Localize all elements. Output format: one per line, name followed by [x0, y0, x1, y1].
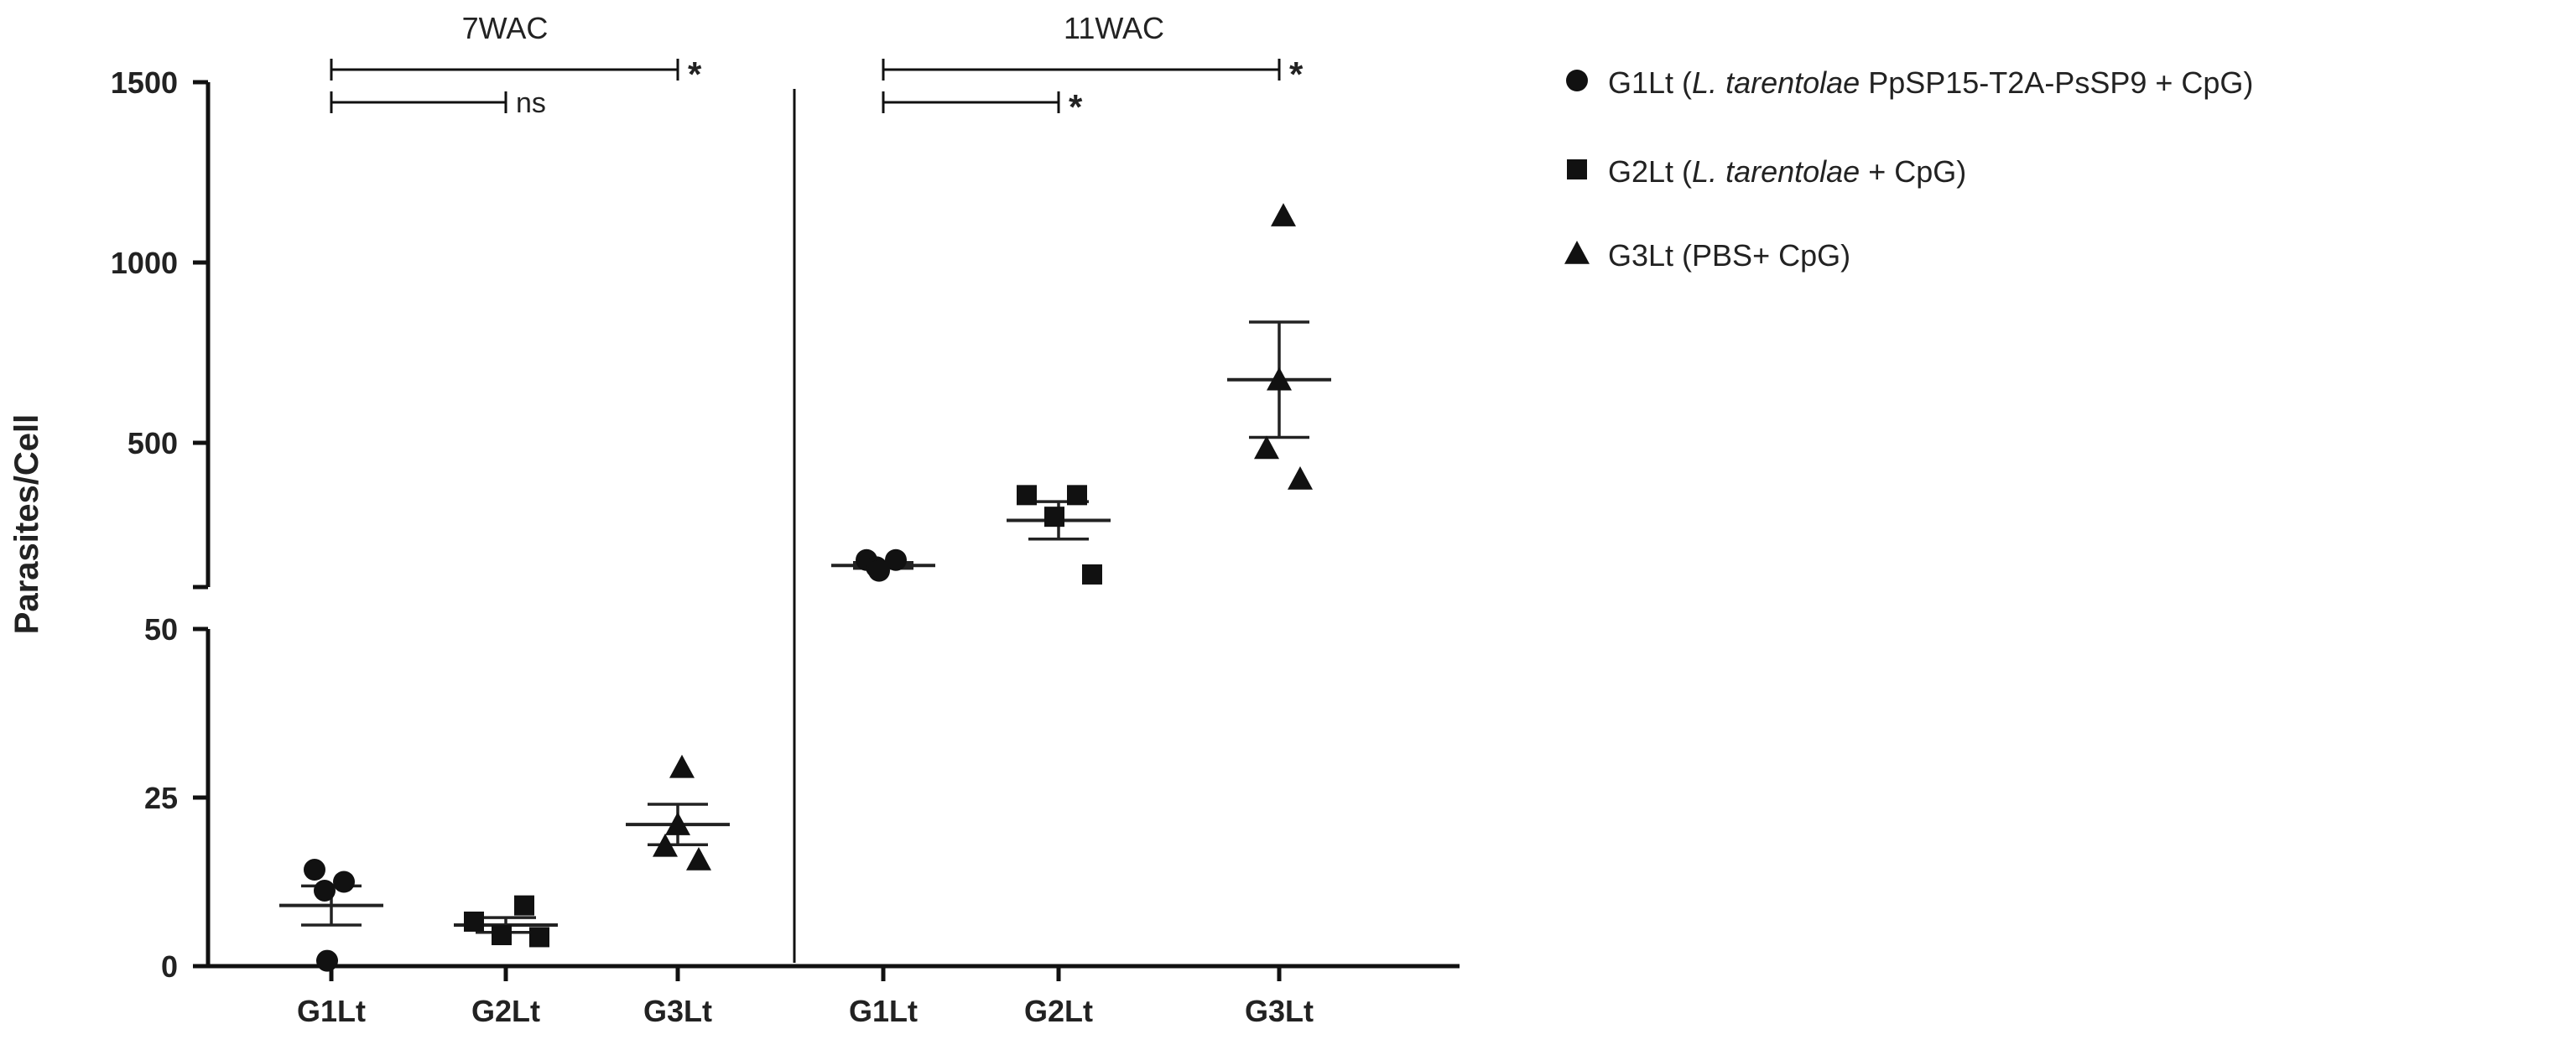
data-point — [492, 925, 512, 946]
data-point — [1082, 564, 1102, 585]
comparison-label: * — [688, 55, 702, 94]
data-point — [1288, 466, 1313, 490]
y-tick-label: 25 — [144, 781, 178, 815]
legend-label: G2Lt (L. tarentolae + CpG) — [1608, 154, 1966, 189]
y-tick-label: 1500 — [111, 65, 178, 100]
comparisons: * ns * * — [330, 55, 1304, 127]
x-tick-label: G2Lt — [1024, 994, 1093, 1028]
y-ticks: 1500 1000 500 50 25 0 — [111, 65, 208, 984]
data-point — [885, 548, 907, 571]
y-tick-label: 0 — [161, 949, 178, 984]
axes — [206, 82, 1460, 969]
x-tick-label: G1Lt — [297, 994, 366, 1028]
comparison-label: * — [1069, 87, 1083, 127]
data-point — [1044, 507, 1064, 528]
data-point — [1017, 485, 1037, 506]
data-point — [1267, 366, 1292, 391]
data-point — [868, 559, 890, 582]
panel-title: 11WAC — [1064, 11, 1164, 45]
x-tick-label: G1Lt — [849, 994, 918, 1028]
legend-marker — [1564, 241, 1590, 264]
data-point — [304, 859, 325, 881]
x-tick-label: G2Lt — [471, 994, 540, 1028]
y-tick-label: 1000 — [111, 246, 178, 280]
panel-title: 7WAC — [462, 11, 549, 45]
x-tick-label: G3Lt — [1245, 994, 1314, 1028]
data-point — [514, 895, 534, 916]
data-point — [464, 911, 484, 932]
legend-label: G3Lt (PBS+ CpG) — [1608, 238, 1850, 273]
comparison-label: ns — [516, 87, 546, 119]
data-point — [333, 871, 355, 893]
comparison-label: * — [1289, 55, 1304, 94]
data-points — [304, 203, 1313, 972]
data-point — [316, 949, 338, 972]
summary-bars — [279, 320, 1331, 934]
data-point — [314, 879, 336, 902]
data-point — [686, 846, 711, 871]
data-point — [529, 927, 549, 948]
data-point — [669, 754, 695, 778]
data-point — [1254, 435, 1279, 460]
legend-label: G1Lt (L. tarentolae PpSP15-T2A-PsSP9 + C… — [1608, 65, 2253, 100]
data-point — [1067, 485, 1087, 506]
data-point — [665, 812, 690, 835]
y-tick-label: 500 — [127, 426, 178, 460]
y-axis-label: Parasites/Cell — [8, 414, 45, 634]
data-point — [1271, 203, 1296, 226]
legend: G1Lt (L. tarentolae PpSP15-T2A-PsSP9 + C… — [1564, 65, 2253, 273]
x-ticks: G1Lt G2Lt G3Lt G1Lt G2Lt G3Lt — [297, 966, 1314, 1028]
y-tick-label: 50 — [144, 612, 178, 647]
legend-marker — [1567, 159, 1587, 179]
panel-titles: 7WAC 11WAC — [462, 11, 1164, 45]
legend-marker — [1566, 70, 1588, 91]
data-point — [653, 833, 678, 857]
x-tick-label: G3Lt — [643, 994, 712, 1028]
